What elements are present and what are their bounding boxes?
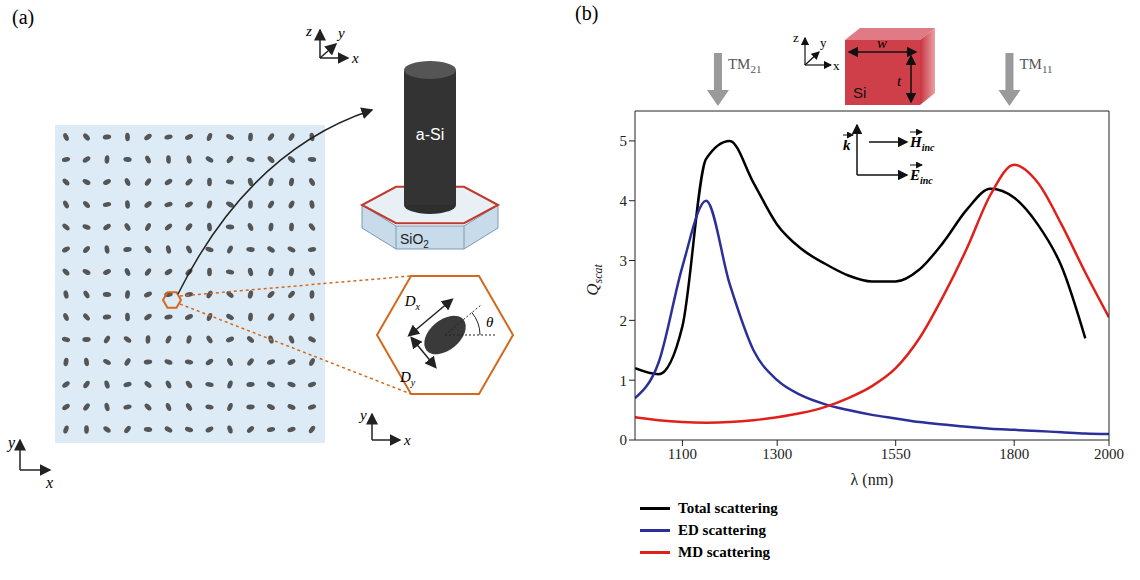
svg-text:w: w (877, 35, 887, 51)
svg-text:θ: θ (486, 314, 494, 330)
svg-text:1100: 1100 (668, 446, 697, 462)
svg-text:SiO2: SiO2 (400, 231, 429, 250)
svg-text:1550: 1550 (881, 446, 911, 462)
svg-text:a-Si: a-Si (416, 126, 444, 143)
svg-text:2000: 2000 (1094, 446, 1124, 462)
svg-text:x: x (351, 50, 359, 66)
svg-text:Dx: Dx (404, 293, 421, 312)
svg-text:y: y (6, 434, 16, 452)
svg-text:x: x (403, 432, 411, 448)
svg-text:x: x (833, 58, 840, 73)
html-text:ED scattering: ED scattering (678, 521, 766, 538)
svg-text:y: y (336, 25, 345, 41)
html-text:Total scattering: Total scattering (678, 499, 778, 516)
svg-text:1300: 1300 (762, 446, 792, 462)
svg-text:(a): (a) (12, 6, 34, 29)
svg-text:TM11: TM11 (1019, 56, 1052, 75)
svg-text:1800: 1800 (999, 446, 1029, 462)
svg-text:Hinc: Hinc (909, 134, 935, 153)
svg-text:Si: Si (853, 84, 866, 101)
svg-text:k: k (843, 137, 851, 153)
svg-text:3: 3 (620, 253, 628, 269)
svg-text:TM21: TM21 (728, 56, 762, 75)
svg-text:0: 0 (620, 432, 628, 448)
svg-text:Dy: Dy (399, 369, 416, 388)
html-text:(b): (b) (575, 2, 599, 24)
svg-text:4: 4 (620, 193, 628, 209)
svg-text:y: y (358, 407, 367, 423)
svg-text:Qscat: Qscat (583, 264, 605, 296)
svg-text:z: z (305, 23, 312, 39)
svg-text:2: 2 (620, 313, 628, 329)
svg-text:Einc: Einc (909, 167, 933, 185)
svg-text:t: t (897, 73, 902, 89)
svg-text:z: z (793, 30, 799, 45)
svg-text:y: y (820, 35, 827, 50)
svg-text:5: 5 (620, 133, 628, 149)
html-text:MD scattering: MD scattering (678, 543, 771, 560)
svg-text:λ (nm): λ (nm) (851, 471, 894, 489)
svg-text:x: x (45, 474, 53, 491)
svg-text:1: 1 (620, 373, 628, 389)
